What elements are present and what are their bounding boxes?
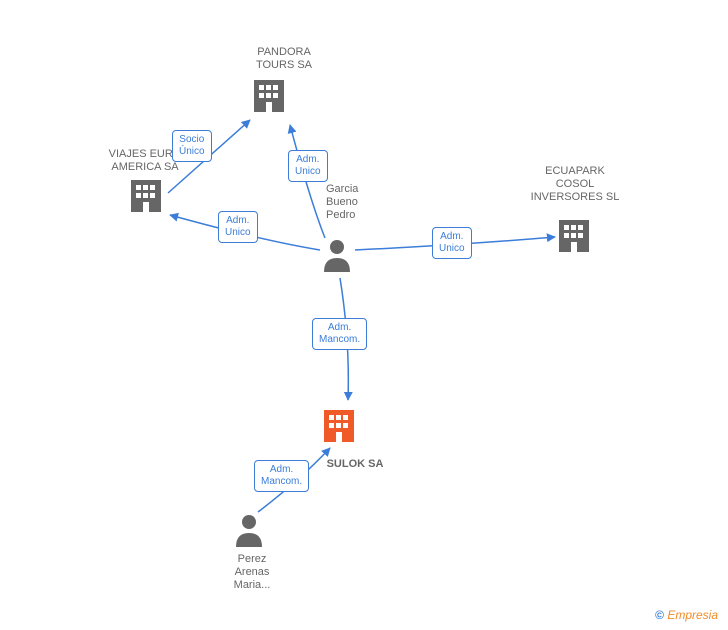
edge-label-3: Adm.Unico <box>432 227 472 259</box>
person-icon-perez <box>234 513 264 552</box>
edge-label-0: SocioÚnico <box>172 130 212 162</box>
label-pandora: PANDORATOURS SA <box>234 46 334 72</box>
label-garcia: GarciaBuenoPedro <box>326 183 386 223</box>
label-perez: PerezArenasMaria... <box>222 553 282 593</box>
edge-label-5: Adm.Mancom. <box>254 460 309 492</box>
brand-name: Empresia <box>667 608 718 622</box>
company-icon-viajes <box>129 178 163 219</box>
company-icon-ecuapark <box>557 218 591 259</box>
edge-label-1: Adm.Unico <box>288 150 328 182</box>
company-icon-sulok <box>322 408 356 449</box>
watermark: © Empresia <box>655 608 718 622</box>
edges-layer <box>0 0 728 630</box>
edge-label-2: Adm.Unico <box>218 211 258 243</box>
company-icon-pandora <box>252 78 286 119</box>
copyright-symbol: © <box>655 608 664 622</box>
label-sulok: SULOK SA <box>300 458 410 471</box>
label-ecuapark: ECUAPARKCOSOLINVERSORES SL <box>520 165 630 205</box>
edge-label-4: Adm.Mancom. <box>312 318 367 350</box>
person-icon-garcia <box>322 238 352 277</box>
